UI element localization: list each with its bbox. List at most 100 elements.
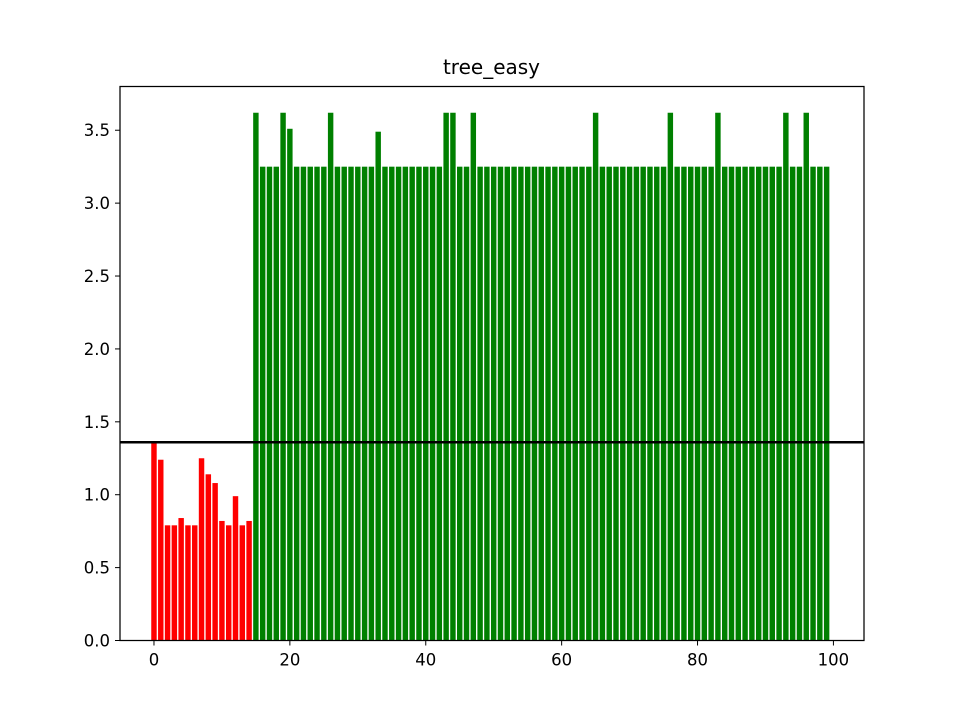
x-tick-label: 40 [415, 651, 436, 670]
bar [497, 166, 504, 641]
bar [429, 166, 436, 641]
bar [219, 520, 225, 641]
bar [579, 166, 585, 641]
bar [552, 166, 558, 641]
bar [694, 166, 701, 641]
bar [586, 166, 592, 641]
bar [633, 166, 640, 641]
bar [667, 112, 674, 641]
x-tick-label: 20 [279, 651, 300, 670]
bar [810, 166, 816, 641]
bar [158, 459, 164, 641]
bar [334, 166, 341, 641]
plot-frame [119, 85, 865, 642]
bar [803, 112, 809, 641]
bar [511, 166, 517, 641]
bar [423, 166, 429, 641]
bar [490, 166, 497, 641]
bar [341, 166, 347, 641]
bar [348, 166, 354, 641]
bars-group [151, 112, 830, 641]
bar [681, 166, 687, 641]
bar [606, 166, 612, 641]
bar [674, 166, 680, 641]
x-tick-label: 60 [551, 651, 572, 670]
bar [504, 166, 511, 641]
bar [185, 525, 191, 641]
bar [239, 525, 246, 641]
bar [253, 112, 259, 641]
bar [416, 166, 422, 641]
bar [742, 166, 748, 641]
bar [572, 166, 578, 641]
bar [300, 166, 307, 641]
bar [817, 166, 823, 641]
bar [361, 166, 368, 641]
bar [524, 166, 531, 641]
bar [232, 496, 239, 641]
bar [599, 166, 606, 641]
bar [715, 112, 721, 641]
y-tick-label: 1.0 [84, 486, 110, 505]
bar [613, 166, 619, 641]
y-tick-label: 0.5 [84, 559, 110, 578]
bar [457, 166, 463, 641]
bar [192, 525, 198, 641]
bar [708, 166, 714, 641]
bar [171, 525, 178, 641]
bar [409, 166, 415, 641]
bar [531, 166, 538, 641]
bar [783, 112, 789, 641]
bar [688, 166, 694, 641]
bar [443, 112, 449, 641]
bar [293, 166, 300, 641]
bar [205, 474, 212, 641]
bar [755, 166, 762, 641]
bar [796, 166, 803, 641]
bar [287, 128, 293, 641]
x-axis-ticks: 0 20 40 60 80 100 [149, 640, 850, 670]
bar [389, 166, 395, 641]
bar [484, 166, 490, 641]
bar [654, 166, 660, 641]
bar [314, 166, 320, 641]
bar [592, 112, 599, 641]
y-tick-label: 3.0 [84, 194, 110, 213]
bar [382, 166, 388, 641]
bar [327, 112, 334, 641]
bar [823, 166, 830, 641]
bar [647, 166, 653, 641]
y-axis-ticks: 0.0 0.5 1.0 1.5 2.0 2.5 3.0 3.5 [84, 121, 120, 651]
bar [246, 520, 252, 641]
bar [735, 166, 742, 641]
bar [266, 166, 273, 641]
bar [762, 166, 769, 641]
bar [769, 166, 775, 641]
bar [259, 166, 266, 641]
y-tick-label: 3.5 [84, 121, 110, 140]
bar [776, 166, 782, 641]
bar [660, 166, 667, 641]
bar [151, 442, 157, 641]
bar [463, 166, 470, 641]
x-tick-label: 100 [818, 651, 850, 670]
bar [538, 166, 544, 641]
chart-title: tree_easy [443, 55, 540, 79]
bar [470, 112, 477, 641]
bar [355, 166, 361, 641]
bar [701, 166, 708, 641]
bar [728, 166, 735, 641]
y-tick-label: 2.0 [84, 340, 110, 359]
bar [212, 483, 218, 641]
bar [198, 458, 205, 641]
bar [402, 166, 409, 641]
bar [749, 166, 755, 641]
bar [225, 525, 232, 641]
bar [626, 166, 633, 641]
bar [307, 166, 313, 641]
bar [565, 166, 572, 641]
bar [640, 166, 646, 641]
bar [558, 166, 565, 641]
bar [477, 166, 483, 641]
